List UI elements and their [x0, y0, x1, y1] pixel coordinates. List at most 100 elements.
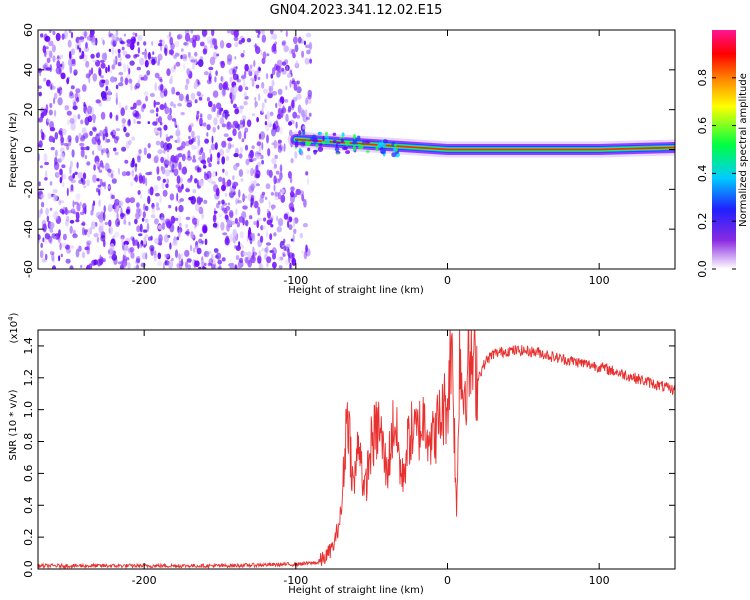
noise-speckle	[247, 229, 251, 238]
noise-speckle	[133, 54, 138, 59]
noise-speckle	[114, 231, 120, 238]
noise-speckle	[239, 122, 244, 129]
noise-speckle	[249, 64, 253, 70]
noise-speckle	[251, 79, 255, 88]
noise-speckle	[52, 257, 56, 264]
noise-speckle	[273, 232, 277, 237]
noise-speckle	[40, 112, 45, 119]
noise-speckle	[165, 134, 169, 138]
noise-speckle	[166, 142, 173, 150]
noise-speckle	[249, 215, 253, 220]
noise-speckle	[219, 117, 225, 125]
noise-speckle	[163, 159, 170, 167]
noise-speckle	[266, 219, 272, 226]
noise-speckle	[190, 92, 196, 101]
noise-speckle	[169, 107, 172, 115]
noise-speckle	[301, 109, 306, 118]
noise-speckle	[160, 156, 165, 163]
y-tick-label: -60	[22, 260, 35, 278]
noise-speckle	[58, 229, 61, 237]
noise-speckle	[44, 161, 49, 166]
noise-speckle	[47, 192, 52, 200]
noise-speckle	[147, 236, 152, 241]
noise-speckle	[40, 33, 44, 38]
noise-speckle	[160, 217, 165, 224]
noise-speckle	[279, 172, 283, 181]
noise-speckle	[93, 119, 96, 124]
noise-speckle	[140, 262, 146, 268]
noise-speckle	[91, 113, 97, 121]
noise-speckle	[147, 195, 151, 205]
noise-speckle	[125, 209, 130, 214]
noise-speckle	[281, 68, 287, 75]
noise-speckle	[228, 209, 234, 218]
noise-speckle	[220, 60, 225, 69]
noise-speckle	[257, 206, 261, 216]
noise-speckle	[53, 211, 59, 220]
noise-speckle	[109, 112, 113, 119]
noise-speckle	[113, 147, 117, 152]
signal-blob	[306, 141, 312, 145]
y-tick-label: 0.8	[22, 433, 35, 451]
noise-speckle	[234, 245, 237, 249]
noise-speckle	[252, 246, 255, 255]
noise-speckle	[66, 110, 72, 116]
noise-speckle	[136, 121, 141, 124]
noise-speckle	[167, 114, 173, 121]
noise-speckle	[295, 60, 299, 68]
noise-speckle	[137, 155, 141, 163]
noise-speckle	[217, 266, 222, 269]
noise-speckle	[42, 45, 47, 54]
noise-speckle	[255, 84, 260, 89]
noise-speckle	[272, 123, 276, 130]
noise-speckle	[136, 264, 139, 269]
noise-speckle	[128, 78, 133, 84]
noise-speckle	[276, 226, 282, 233]
noise-speckle	[56, 60, 61, 69]
noise-speckle	[93, 164, 96, 171]
noise-speckle	[182, 56, 188, 62]
noise-speckle	[212, 214, 217, 223]
noise-speckle	[58, 255, 61, 262]
noise-speckle	[158, 43, 163, 47]
noise-speckle	[169, 242, 172, 250]
noise-speckle	[124, 248, 127, 255]
noise-speckle	[137, 47, 141, 54]
signal-blob	[298, 148, 303, 154]
noise-speckle	[270, 192, 274, 196]
noise-speckle	[199, 41, 205, 47]
noise-speckle	[233, 36, 239, 42]
noise-speckle	[163, 88, 168, 97]
noise-speckle	[169, 193, 175, 201]
noise-speckle	[307, 98, 312, 105]
noise-speckle	[178, 161, 182, 171]
noise-speckle	[164, 253, 170, 258]
noise-speckle	[155, 107, 159, 113]
noise-speckle	[72, 200, 75, 208]
noise-speckle	[118, 37, 123, 44]
noise-speckle	[256, 116, 259, 123]
noise-speckle	[250, 194, 255, 202]
noise-speckle	[163, 234, 169, 243]
noise-speckle	[292, 96, 298, 102]
noise-speckle	[223, 133, 229, 138]
noise-speckle	[120, 213, 126, 218]
noise-speckle	[277, 191, 281, 200]
noise-speckle	[271, 127, 276, 137]
noise-speckle	[86, 179, 90, 187]
noise-speckle	[212, 51, 218, 60]
noise-speckle	[206, 79, 212, 85]
noise-speckle	[108, 227, 111, 234]
noise-speckle	[138, 208, 142, 217]
noise-speckle	[144, 234, 149, 238]
waterfall-plot-area	[38, 30, 675, 269]
noise-speckle	[136, 207, 140, 214]
noise-speckle	[86, 242, 90, 251]
noise-speckle	[202, 48, 208, 55]
noise-speckle	[66, 215, 70, 222]
noise-speckle	[129, 246, 135, 253]
noise-speckle	[154, 192, 160, 197]
noise-speckle	[240, 178, 244, 182]
noise-speckle	[186, 68, 190, 76]
noise-speckle	[42, 223, 47, 233]
